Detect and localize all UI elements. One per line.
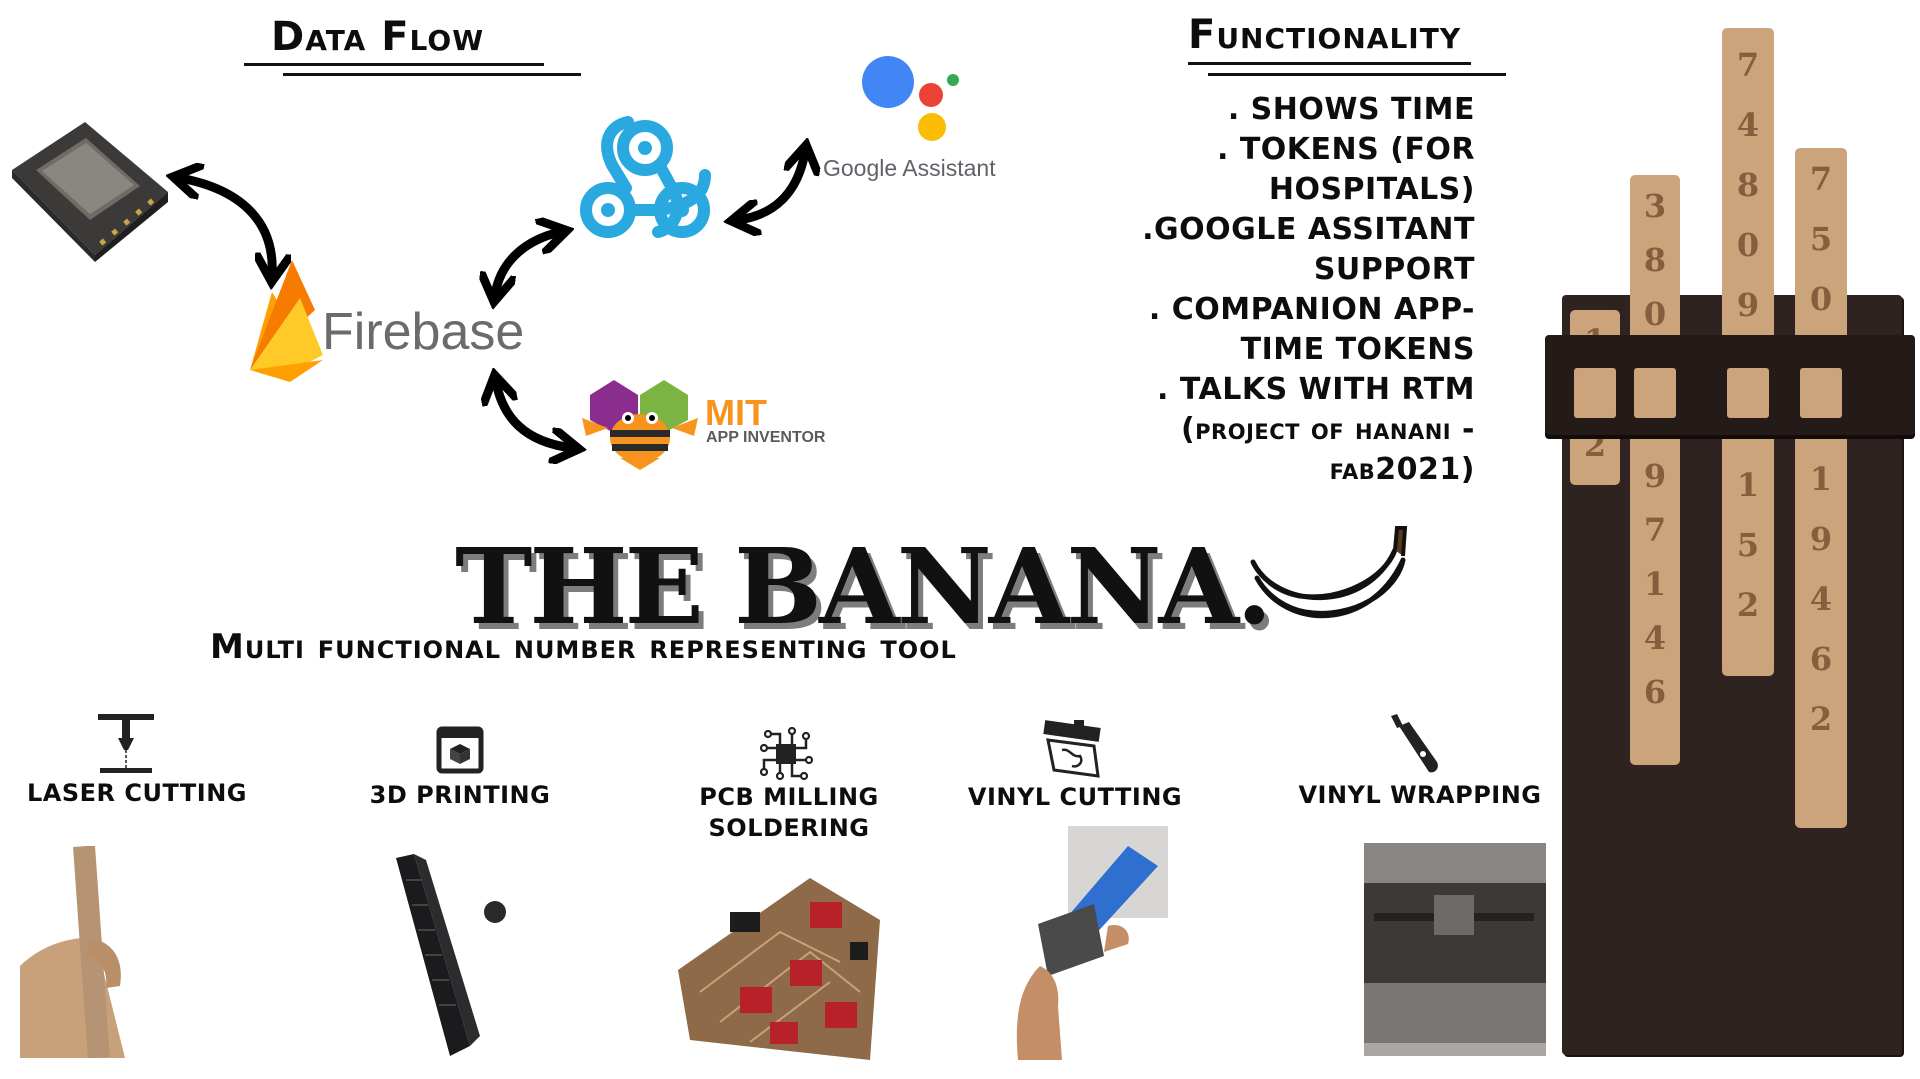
arrow-firebase-mit <box>496 382 572 448</box>
vinyl-cutter-machine-photo <box>1364 843 1546 1056</box>
app-inventor-label: APP INVENTOR <box>706 429 826 446</box>
laser-cutter-icon <box>98 714 154 773</box>
slat-digit: 1 <box>1736 466 1760 504</box>
slat-digit: 2 <box>1583 426 1607 464</box>
mit-app-inventor-bee-icon <box>582 380 698 470</box>
arrow-webhook-assistant <box>738 152 805 220</box>
functionality-line: . TALKS WITH RTM <box>1157 372 1475 407</box>
slat-digit: 4 <box>1809 580 1833 618</box>
google-assistant-label: Google Assistant <box>823 155 996 181</box>
firebase-label: Firebase <box>322 303 525 361</box>
page-title: THE BANANA. <box>455 525 1272 648</box>
process-label-vinyl-cutting: VINYL CUTTING <box>967 783 1183 811</box>
slat-digit: 7 <box>1809 160 1833 198</box>
pcb-chip-icon <box>759 726 814 781</box>
esp32-module-icon <box>12 122 168 262</box>
slat-digit: 1 <box>1809 460 1833 498</box>
slat-digit: 4 <box>1736 106 1760 144</box>
device-slat-2: 3 8 0 2 5 9 7 1 4 6 <box>1630 175 1680 765</box>
functionality-line: HOSPITALS) <box>1268 172 1475 207</box>
process-label-laser-cutting: LASER CUTTING <box>27 779 247 807</box>
pcb-board-illustration <box>678 878 880 1060</box>
arrow-firebase-webhook <box>495 232 560 295</box>
page-subtitle: Multi functional number representing too… <box>210 627 957 667</box>
slat-digit: 9 <box>1643 457 1667 495</box>
slat-digit: 2 <box>1809 700 1833 738</box>
slat-digit: 7 <box>1736 46 1760 84</box>
slat-digit: 0 <box>1643 295 1667 333</box>
functionality-list: . SHOWS TIME . TOKENS (FOR HOSPITALS) .G… <box>1075 90 1475 490</box>
device-slat-4: 7 5 0 3 8 1 9 4 6 2 <box>1795 148 1847 828</box>
process-label-pcb-milling: PCB MILLING SOLDERING <box>669 782 909 844</box>
arrow-esp32-firebase <box>180 178 272 275</box>
slat-digit: 5 <box>1736 526 1760 564</box>
functionality-line: .GOOGLE ASSITANT <box>1142 212 1475 247</box>
mit-label: MIT <box>705 392 767 433</box>
process-label-pcb-line2: SOLDERING <box>708 814 870 842</box>
slat-digit: 7 <box>1643 511 1667 549</box>
slat-digit: 0 <box>1736 226 1760 264</box>
slat-digit: 9 <box>1736 286 1760 324</box>
slat-digit: 1 <box>1643 565 1667 603</box>
vinyl-cutting-photo <box>1008 826 1168 1060</box>
process-label-pcb-line1: PCB MILLING <box>699 783 879 811</box>
data-flow-underline-2 <box>283 73 581 76</box>
process-label-3d-printing: 3D PRINTING <box>369 781 551 809</box>
slat-digit: 4 <box>1643 619 1667 657</box>
vinyl-cutter-icon <box>1043 720 1101 778</box>
functionality-line: SUPPORT <box>1313 252 1475 287</box>
google-assistant-icon <box>862 56 959 141</box>
vinyl-cutting-illustration <box>1016 826 1168 1060</box>
laser-cut-slat-photo <box>20 846 125 1058</box>
slat-digit: 6 <box>1809 640 1833 678</box>
functionality-line: fab2021) <box>1329 452 1475 487</box>
functionality-heading: Functionality <box>1188 12 1462 58</box>
device-window-1 <box>1574 368 1616 418</box>
functionality-line: (project of hanani - <box>1180 412 1475 447</box>
process-label-vinyl-wrapping: VINYL WRAPPING <box>1298 781 1542 809</box>
slat-digit: 2 <box>1736 586 1760 624</box>
firebase-flame-icon <box>250 260 323 382</box>
functionality-line: . TOKENS (FOR <box>1216 132 1475 167</box>
banana-icon <box>1250 526 1408 619</box>
slat-digit: 3 <box>1643 187 1667 225</box>
functionality-line: . SHOWS TIME <box>1227 92 1475 127</box>
vinyl-cutter-machine-illustration <box>1364 843 1546 1056</box>
webhook-dots <box>601 141 689 217</box>
device-window-3 <box>1727 368 1769 418</box>
pcb-board-photo <box>660 872 885 1062</box>
functionality-underline-2 <box>1208 73 1506 76</box>
device-window-2 <box>1634 368 1676 418</box>
functionality-line: TIME TOKENS <box>1240 332 1475 367</box>
slat-digit: 8 <box>1643 241 1667 279</box>
device-window-4 <box>1800 368 1842 418</box>
data-flow-heading: Data Flow <box>271 14 485 60</box>
slat-digit: 8 <box>1736 166 1760 204</box>
3d-printer-icon <box>436 726 484 774</box>
slat-digit: 6 <box>1643 673 1667 711</box>
functionality-underline-1 <box>1188 62 1471 65</box>
slat-digit: 5 <box>1809 220 1833 258</box>
data-flow-diagram <box>12 56 959 470</box>
utility-knife-icon <box>1391 714 1438 773</box>
3d-printed-part-photo <box>392 850 512 1060</box>
functionality-line: . COMPANION APP- <box>1148 292 1475 327</box>
3d-printed-part-illustration <box>396 854 506 1056</box>
laser-cut-slat-illustration <box>20 846 125 1058</box>
slat-digit: 9 <box>1809 520 1833 558</box>
slat-digit: 0 <box>1809 280 1833 318</box>
data-flow-underline-1 <box>244 63 544 66</box>
